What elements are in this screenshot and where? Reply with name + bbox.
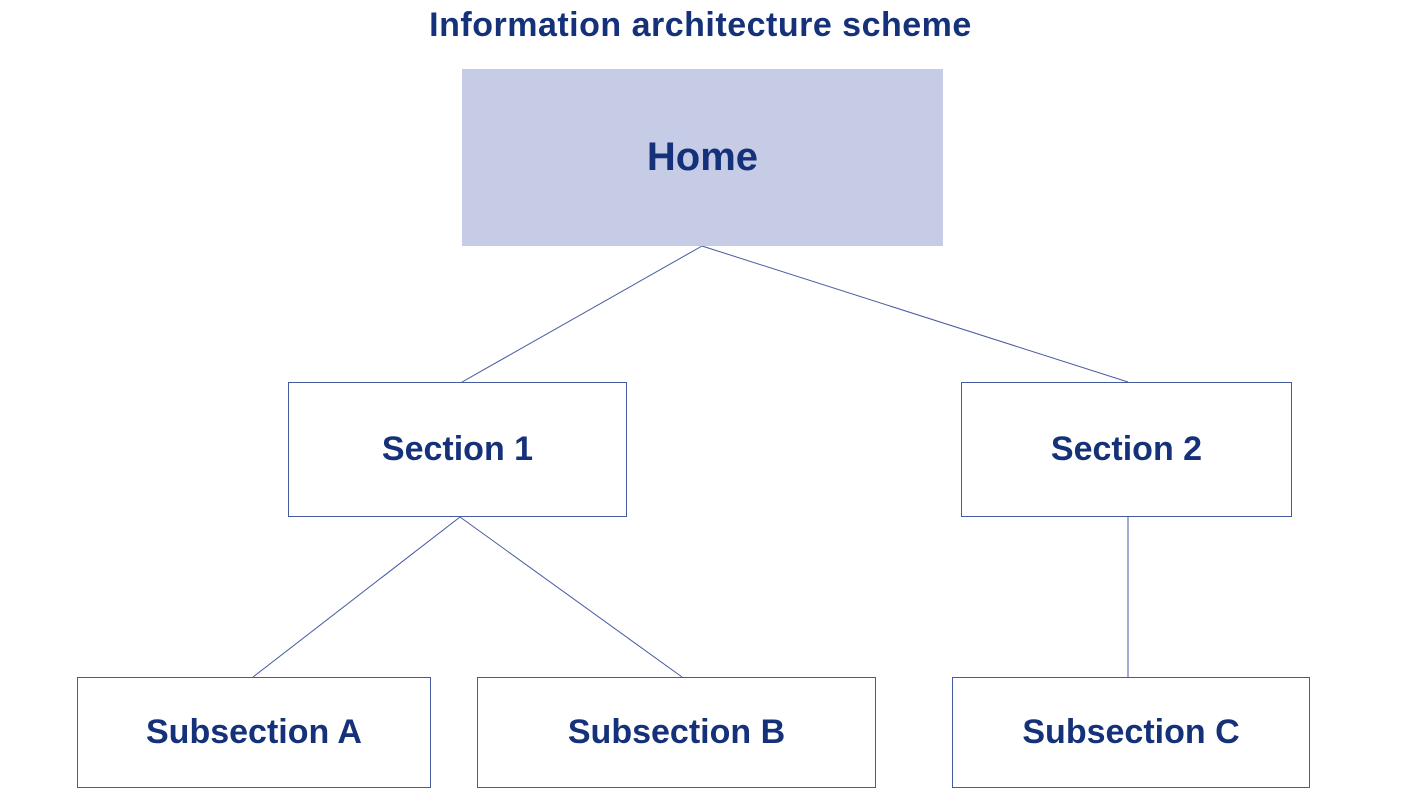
- tree-edge: [253, 517, 460, 677]
- tree-node-label: Subsection B: [568, 713, 785, 752]
- tree-node-label: Section 2: [1051, 430, 1202, 469]
- diagram-title: Information architecture scheme: [0, 6, 1401, 45]
- diagram-container: Information architecture scheme Home Sect…: [0, 0, 1401, 808]
- tree-edge: [702, 246, 1128, 382]
- tree-node-section1: Section 1: [288, 382, 627, 517]
- tree-edge: [462, 246, 702, 382]
- tree-edge: [460, 517, 682, 677]
- tree-node-label: Subsection C: [1022, 713, 1239, 752]
- tree-node-subC: Subsection C: [952, 677, 1310, 788]
- tree-node-section2: Section 2: [961, 382, 1292, 517]
- tree-node-home: Home: [462, 69, 943, 246]
- tree-node-label: Section 1: [382, 430, 533, 469]
- tree-node-label: Subsection A: [146, 713, 362, 752]
- tree-node-subB: Subsection B: [477, 677, 876, 788]
- tree-node-subA: Subsection A: [77, 677, 431, 788]
- tree-node-label: Home: [647, 135, 758, 180]
